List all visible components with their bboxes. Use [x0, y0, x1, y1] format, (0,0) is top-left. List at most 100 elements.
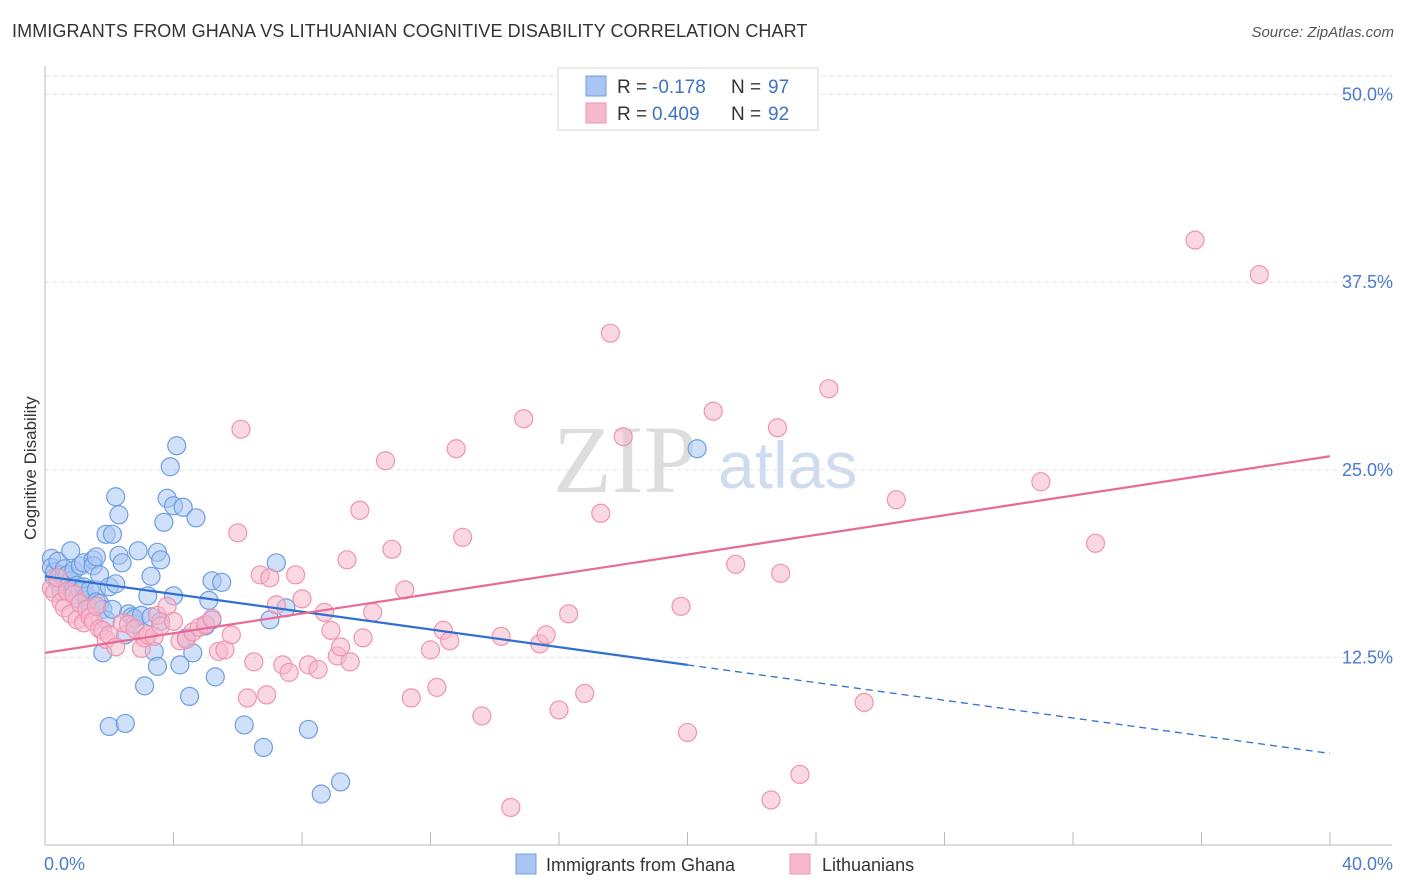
lith-point-39 [221, 625, 241, 645]
lith-point-92 [790, 764, 810, 785]
lith-point-46 [260, 568, 280, 588]
lith-point-14 [86, 596, 107, 616]
lith-point-36 [202, 608, 222, 628]
lith-point-57 [330, 637, 351, 657]
ghana-point-65 [160, 457, 180, 477]
lith-point-42 [237, 688, 257, 708]
y-tick-label-1: 25.0% [1342, 460, 1393, 480]
top-legend: R = -0.178 N = 97 R = 0.409 N = 92 [557, 67, 819, 131]
watermark-zip: ZIP [553, 406, 697, 513]
lith-trend-line [44, 455, 1331, 654]
lith-point-41 [231, 419, 251, 439]
ghana-point-13 [61, 541, 81, 561]
lith-point-95 [886, 490, 906, 510]
bottom-legend-ghana: Immigrants from Ghana [546, 855, 736, 875]
lith-point-86 [677, 722, 698, 743]
lith-point-73 [472, 706, 492, 726]
y-axis-label: Cognitive Disability [21, 396, 40, 540]
legend-r-label-lith: R = [617, 104, 647, 125]
lith-point-85 [671, 596, 691, 616]
lith-point-54 [314, 602, 335, 622]
lith-point-66 [401, 688, 421, 708]
ghana-point-82 [253, 737, 274, 758]
ghana-point-88 [330, 772, 351, 792]
ghana-point-86 [298, 719, 319, 740]
ghana-point-42 [106, 487, 126, 507]
watermark-atlas: atlas [718, 428, 857, 502]
ghana-point-63 [154, 512, 174, 532]
x-tick-labels: 0.0% 40.0% [44, 854, 1393, 874]
ghana-point-80 [212, 572, 232, 592]
lith-point-51 [292, 589, 312, 609]
lith-point-76 [514, 409, 534, 429]
lith-points [41, 230, 1269, 818]
bottom-legend-lith: Lithuanians [822, 855, 914, 875]
ghana-point-37 [99, 716, 119, 737]
ghana-point-52 [128, 541, 148, 561]
ghana-point-62 [151, 550, 171, 570]
lith-point-47 [266, 595, 286, 615]
ghana-point-72 [179, 686, 200, 707]
lith-point-78 [536, 625, 556, 645]
bottom-legend-swatch-ghana [515, 853, 537, 875]
lith-point-30 [163, 611, 184, 631]
lith-point-50 [285, 565, 306, 585]
lith-point-83 [600, 323, 621, 343]
lith-point-81 [575, 683, 595, 704]
lith-point-94 [854, 692, 874, 713]
legend-r-value-lith: 0.409 [652, 104, 700, 125]
ghana-point-74 [186, 508, 206, 528]
ghana-point-68 [167, 436, 187, 456]
lith-point-67 [420, 640, 441, 660]
ghana-point-69 [170, 655, 190, 675]
lith-point-91 [771, 563, 791, 583]
lith-point-64 [382, 539, 402, 559]
trend-lines [44, 455, 1331, 755]
lith-point-61 [353, 628, 373, 648]
lith-point-97 [1085, 533, 1106, 553]
y-tick-label-3: 50.0% [1342, 85, 1393, 105]
legend-swatch-ghana [585, 75, 607, 97]
x-tick-label-0: 0.0% [44, 854, 85, 874]
lith-point-88 [726, 554, 746, 574]
lith-point-63 [375, 451, 396, 471]
lith-point-45 [257, 685, 277, 705]
ghana-point-29 [86, 547, 107, 567]
ghana-point-43 [109, 505, 129, 525]
lith-point-43 [244, 652, 264, 672]
ghana-point-39 [102, 524, 123, 544]
legend-n-label-ghana: N = [731, 77, 761, 98]
ghana-point-70 [173, 497, 193, 517]
lith-point-79 [549, 700, 569, 720]
lith-point-90 [767, 418, 788, 438]
ghana-point-89 [687, 439, 707, 459]
source-label: Source: ZipAtlas.com [1251, 24, 1394, 41]
gridlines [45, 75, 1392, 658]
lith-point-93 [819, 379, 839, 399]
lith-point-96 [1031, 472, 1051, 492]
lith-point-98 [1185, 230, 1205, 250]
y-tick-label-2: 37.5% [1342, 272, 1393, 292]
ghana-point-46 [115, 713, 135, 734]
ghana-point-60 [147, 656, 168, 676]
ghana-trend-line [44, 575, 688, 666]
lith-point-84 [613, 427, 633, 447]
lith-point-60 [350, 500, 370, 520]
ghana-point-79 [205, 667, 225, 687]
lith-point-40 [228, 523, 248, 543]
ghana-point-41 [106, 574, 126, 594]
lith-point-49 [279, 662, 299, 682]
lith-point-70 [440, 631, 460, 651]
lith-point-99 [1249, 265, 1269, 285]
legend-r-value-ghana: -0.178 [652, 77, 706, 98]
chart-title: IMMIGRANTS FROM GHANA VS LITHUANIAN COGN… [12, 21, 808, 41]
bottom-legend: Immigrants from Ghana Lithuanians [515, 853, 914, 875]
legend-n-value-lith: 92 [768, 104, 789, 125]
lith-point-58 [337, 550, 357, 570]
legend-swatch-lith [585, 102, 607, 124]
lith-point-68 [427, 677, 447, 697]
ghana-point-54 [134, 676, 155, 696]
legend-r-label-ghana: R = [617, 77, 647, 98]
ghana-trend-line-projection [687, 664, 1331, 755]
